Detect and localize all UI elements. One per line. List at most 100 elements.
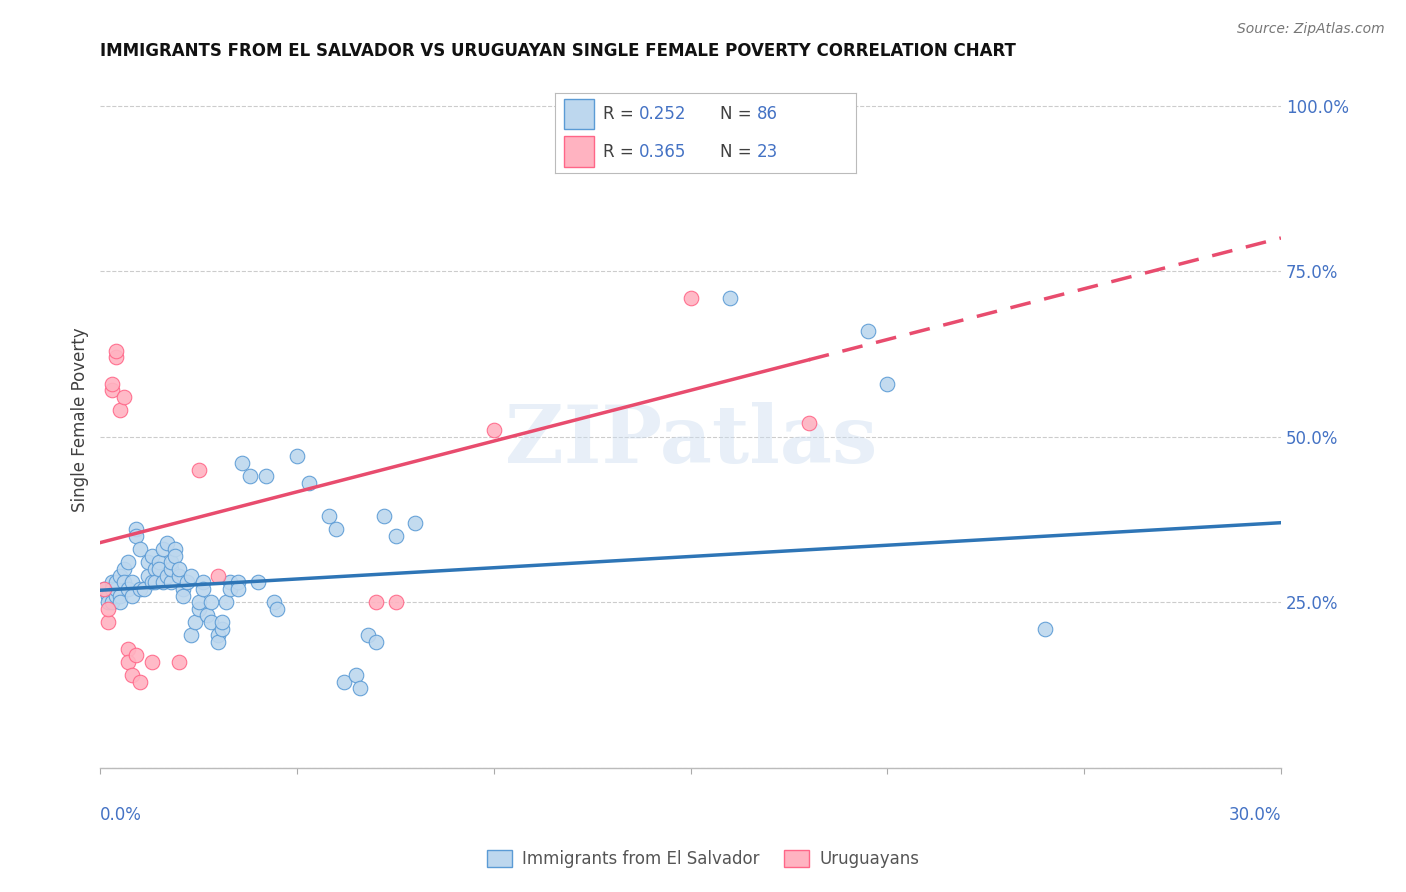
Point — [117, 655, 139, 669]
Point — [187, 463, 209, 477]
Point — [333, 674, 356, 689]
Point — [156, 568, 179, 582]
Point — [125, 529, 148, 543]
Point — [125, 522, 148, 536]
Legend: Immigrants from El Salvador, Uruguayans: Immigrants from El Salvador, Uruguayans — [479, 843, 927, 875]
Point — [876, 376, 898, 391]
Point — [105, 582, 128, 596]
Point — [298, 475, 321, 490]
Point — [128, 674, 150, 689]
Point — [219, 575, 242, 590]
Point — [384, 529, 406, 543]
Point — [364, 635, 387, 649]
Point — [172, 582, 194, 596]
Point — [231, 456, 253, 470]
Point — [211, 622, 233, 636]
Point — [105, 350, 128, 364]
Text: ZIPatlas: ZIPatlas — [505, 402, 877, 480]
Point — [141, 549, 163, 563]
Point — [117, 641, 139, 656]
Point — [191, 575, 214, 590]
Point — [97, 615, 120, 629]
Point — [160, 562, 183, 576]
Point — [226, 582, 249, 596]
Point — [112, 390, 135, 404]
Point — [373, 509, 395, 524]
Point — [404, 516, 426, 530]
Point — [215, 595, 238, 609]
Point — [797, 417, 820, 431]
Point — [148, 562, 170, 576]
Point — [167, 562, 190, 576]
Point — [219, 582, 242, 596]
Point — [108, 589, 131, 603]
Point — [349, 681, 371, 696]
Point — [105, 575, 128, 590]
Text: 30.0%: 30.0% — [1229, 806, 1281, 824]
Point — [364, 595, 387, 609]
Point — [121, 575, 143, 590]
Point — [207, 635, 229, 649]
Point — [132, 582, 155, 596]
Point — [117, 582, 139, 596]
Point — [128, 582, 150, 596]
Point — [121, 668, 143, 682]
Point — [191, 582, 214, 596]
Point — [101, 384, 124, 398]
Point — [108, 595, 131, 609]
Point — [254, 469, 277, 483]
Point — [117, 556, 139, 570]
Point — [176, 575, 198, 590]
Point — [239, 469, 262, 483]
Text: IMMIGRANTS FROM EL SALVADOR VS URUGUAYAN SINGLE FEMALE POVERTY CORRELATION CHART: IMMIGRANTS FROM EL SALVADOR VS URUGUAYAN… — [100, 42, 1017, 60]
Point — [101, 582, 124, 596]
Point — [718, 291, 741, 305]
Point — [136, 556, 159, 570]
Point — [285, 450, 308, 464]
Text: 0.0%: 0.0% — [100, 806, 142, 824]
Point — [167, 655, 190, 669]
Point — [97, 601, 120, 615]
Point — [156, 535, 179, 549]
Point — [679, 291, 702, 305]
Point — [856, 324, 879, 338]
Point — [165, 542, 187, 557]
Point — [145, 575, 167, 590]
Point — [148, 556, 170, 570]
Point — [211, 615, 233, 629]
Y-axis label: Single Female Poverty: Single Female Poverty — [72, 327, 89, 512]
Point — [344, 668, 367, 682]
Point — [160, 556, 183, 570]
Point — [125, 648, 148, 662]
Point — [108, 403, 131, 417]
Text: Source: ZipAtlas.com: Source: ZipAtlas.com — [1237, 22, 1385, 37]
Point — [357, 628, 380, 642]
Point — [141, 655, 163, 669]
Point — [101, 575, 124, 590]
Point — [112, 562, 135, 576]
Point — [93, 582, 115, 596]
Point — [128, 542, 150, 557]
Point — [101, 595, 124, 609]
Point — [165, 549, 187, 563]
Point — [160, 575, 183, 590]
Point — [187, 601, 209, 615]
Point — [136, 568, 159, 582]
Point — [195, 608, 218, 623]
Point — [152, 542, 174, 557]
Point — [263, 595, 285, 609]
Point — [105, 343, 128, 358]
Point — [93, 582, 115, 596]
Point — [180, 628, 202, 642]
Point — [246, 575, 269, 590]
Point — [172, 589, 194, 603]
Point — [180, 568, 202, 582]
Point — [384, 595, 406, 609]
Point — [266, 601, 288, 615]
Point — [152, 575, 174, 590]
Point — [1033, 622, 1056, 636]
Point — [97, 595, 120, 609]
Point — [101, 376, 124, 391]
Point — [482, 423, 505, 437]
Point — [184, 615, 207, 629]
